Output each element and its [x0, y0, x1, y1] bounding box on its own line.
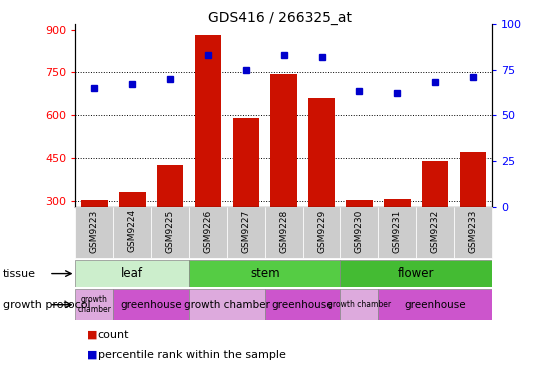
Bar	[189, 260, 340, 287]
Text: GDS416 / 266325_at: GDS416 / 266325_at	[207, 11, 352, 25]
Text: GSM9226: GSM9226	[203, 209, 212, 253]
Bar	[346, 199, 373, 207]
Bar	[119, 193, 145, 207]
Text: GSM9224: GSM9224	[128, 209, 137, 253]
Text: leaf: leaf	[121, 267, 143, 280]
Text: GSM9229: GSM9229	[317, 209, 326, 253]
Bar	[75, 289, 113, 320]
Text: greenhouse: greenhouse	[404, 300, 466, 310]
Text: count: count	[98, 330, 129, 340]
Text: tissue: tissue	[3, 269, 36, 279]
Bar	[227, 207, 265, 258]
Text: GSM9225: GSM9225	[165, 209, 174, 253]
Bar	[75, 207, 113, 258]
Text: GSM9227: GSM9227	[241, 209, 250, 253]
Bar	[378, 289, 492, 320]
Bar	[459, 153, 486, 207]
Bar	[265, 207, 302, 258]
Bar	[340, 207, 378, 258]
Text: ■: ■	[87, 350, 97, 360]
Bar	[416, 207, 454, 258]
Bar	[81, 199, 108, 207]
Bar	[340, 260, 492, 287]
Bar	[113, 289, 189, 320]
Text: GSM9232: GSM9232	[430, 209, 439, 253]
Bar	[265, 289, 340, 320]
Bar	[233, 118, 259, 207]
Text: growth chamber: growth chamber	[328, 300, 391, 309]
Text: GSM9230: GSM9230	[355, 209, 364, 253]
Bar	[157, 165, 183, 207]
Text: GSM9231: GSM9231	[393, 209, 402, 253]
Bar	[151, 207, 189, 258]
Text: growth
chamber: growth chamber	[78, 295, 111, 314]
Bar	[195, 35, 221, 207]
Text: flower: flower	[398, 267, 434, 280]
Bar	[189, 289, 265, 320]
Text: greenhouse: greenhouse	[272, 300, 333, 310]
Bar	[189, 207, 227, 258]
Text: GSM9233: GSM9233	[468, 209, 477, 253]
Text: GSM9228: GSM9228	[279, 209, 288, 253]
Text: greenhouse: greenhouse	[120, 300, 182, 310]
Bar	[113, 207, 151, 258]
Bar	[309, 98, 335, 207]
Bar	[271, 74, 297, 207]
Text: growth protocol: growth protocol	[3, 300, 91, 310]
Bar	[422, 161, 448, 207]
Bar	[75, 260, 189, 287]
Text: stem: stem	[250, 267, 280, 280]
Text: ■: ■	[87, 330, 97, 340]
Text: GSM9223: GSM9223	[90, 209, 99, 253]
Bar	[378, 207, 416, 258]
Bar	[302, 207, 340, 258]
Bar	[340, 289, 378, 320]
Bar	[454, 207, 492, 258]
Text: percentile rank within the sample: percentile rank within the sample	[98, 350, 286, 360]
Bar	[384, 199, 410, 207]
Text: growth chamber: growth chamber	[184, 300, 270, 310]
